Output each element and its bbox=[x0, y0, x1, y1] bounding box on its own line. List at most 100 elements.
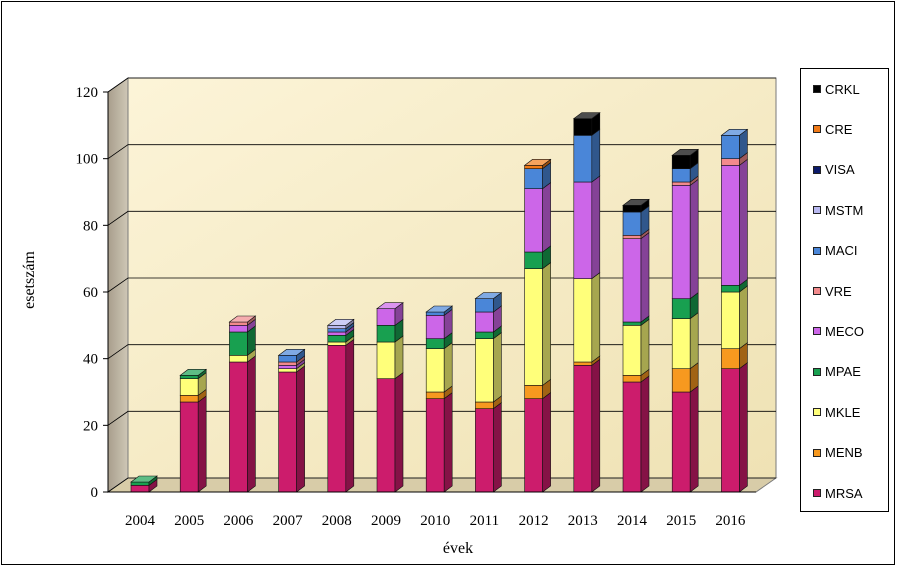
bar-stack-2015 bbox=[671, 148, 700, 493]
legend-item-meco: MECO bbox=[813, 323, 864, 339]
legend-swatch bbox=[813, 246, 821, 255]
legend-label: VRE bbox=[825, 283, 852, 299]
legend-label: CRKL bbox=[825, 81, 860, 97]
bar-stack-2014 bbox=[622, 198, 650, 493]
bar-segment-menb-2015 bbox=[671, 362, 699, 393]
bar-segment-maci-2013 bbox=[573, 128, 601, 183]
bar-segment-mrsa-2016 bbox=[721, 362, 748, 493]
bar-stack-2010 bbox=[425, 305, 454, 493]
x-tick-label: 2007 bbox=[273, 513, 304, 529]
legend-swatch bbox=[813, 448, 821, 457]
bar-segment-maci-2007 bbox=[277, 348, 306, 363]
bar-segment-mstm-2008 bbox=[326, 318, 355, 330]
y-tick-label: 80 bbox=[83, 218, 98, 234]
bar-segment-meco-2014 bbox=[622, 232, 650, 323]
legend-item-maci: MACI bbox=[813, 243, 858, 259]
legend-label: MSTM bbox=[825, 202, 864, 218]
x-tick-label: 2004 bbox=[125, 513, 156, 529]
bar-stack-2013 bbox=[572, 112, 601, 493]
bar-segment-vre-2006 bbox=[228, 315, 257, 326]
bar-segment-mkle-2009 bbox=[376, 335, 404, 380]
bar-segment-mrsa-2015 bbox=[671, 385, 699, 493]
legend-swatch bbox=[813, 85, 821, 93]
bar-segment-mrsa-2010 bbox=[425, 392, 453, 493]
bar-segment-maci-2016 bbox=[720, 128, 749, 160]
x-tick-label: 2009 bbox=[371, 513, 401, 529]
bar-segment-meco-2013 bbox=[573, 175, 601, 280]
bar-segment-meco-2016 bbox=[721, 158, 748, 286]
bar-segment-menb-2016 bbox=[721, 342, 748, 370]
y-tick-label: 0 bbox=[91, 485, 99, 501]
legend-label: CRE bbox=[825, 121, 853, 137]
legend-item-mstm: MSTM bbox=[813, 202, 863, 218]
bar-segment-mrsa-2009 bbox=[376, 372, 404, 493]
legend-item-menb: MENB bbox=[813, 445, 863, 461]
bar-segment-mpae-2004 bbox=[130, 475, 158, 486]
y-tick-label: 20 bbox=[83, 418, 98, 434]
bar-segment-mkle-2013 bbox=[573, 272, 601, 363]
legend-swatch bbox=[813, 125, 821, 134]
gridline bbox=[107, 77, 776, 93]
x-axis-title: évek bbox=[443, 540, 473, 557]
legend-swatch bbox=[813, 206, 821, 215]
legend-item-visa: VISA bbox=[813, 162, 855, 178]
bar-stack-2008 bbox=[326, 318, 355, 493]
gridline bbox=[107, 210, 776, 226]
x-tick-label: 2013 bbox=[568, 513, 598, 529]
x-tick-label: 2005 bbox=[174, 513, 204, 529]
bar-segment-maci-2012 bbox=[524, 162, 551, 190]
legend-swatch bbox=[813, 165, 821, 174]
legend-item-crkl: CRKL bbox=[813, 81, 860, 97]
bars bbox=[130, 112, 749, 493]
legend-label: MECO bbox=[825, 323, 864, 339]
bar-stack-2012 bbox=[523, 158, 552, 493]
bar-segment-meco-2009 bbox=[376, 302, 404, 326]
x-tick-label: 2016 bbox=[715, 513, 746, 529]
bar-segment-mrsa-2007 bbox=[278, 365, 305, 493]
bar-segment-mkle-2012 bbox=[524, 262, 551, 386]
gridline bbox=[107, 344, 776, 359]
bar-segment-mpae-2015 bbox=[671, 292, 699, 320]
bar-segment-mkle-2011 bbox=[475, 332, 502, 403]
legend-item-mrsa: MRSA bbox=[813, 485, 863, 501]
x-tick-label: 2006 bbox=[223, 513, 254, 529]
bar-segment-meco-2012 bbox=[524, 182, 551, 253]
bar-segment-mrsa-2005 bbox=[179, 395, 207, 493]
legend-item-vre: VRE bbox=[813, 283, 852, 299]
bar-segment-mkle-2015 bbox=[671, 312, 699, 370]
x-tick-label: 2015 bbox=[666, 513, 696, 529]
bar-stack-2007 bbox=[277, 348, 306, 493]
bar-segment-crkl-2014 bbox=[622, 198, 650, 213]
bar-segment-mrsa-2006 bbox=[229, 355, 256, 493]
legend-label: MPAE bbox=[825, 364, 861, 380]
legend-label: MACI bbox=[825, 243, 858, 259]
legend-label: MRSA bbox=[825, 485, 863, 501]
legend-item-mpae: MPAE bbox=[813, 364, 861, 380]
y-axis-ticks: 0 20 40 60 80 100 120 bbox=[76, 85, 109, 501]
bar-stack-2016 bbox=[720, 128, 749, 493]
bar-segment-mpae-2012 bbox=[524, 245, 551, 270]
bar-segment-maci-2014 bbox=[622, 205, 650, 236]
x-tick-label: 2011 bbox=[470, 513, 499, 529]
legend-label: MKLE bbox=[825, 404, 861, 420]
bar-segment-meco-2015 bbox=[671, 178, 699, 300]
bar-stack-2005 bbox=[179, 368, 208, 493]
bar-segment-maci-2011 bbox=[474, 292, 503, 313]
x-tick-label: 2008 bbox=[322, 513, 352, 529]
bar-stack-2011 bbox=[474, 292, 503, 493]
y-tick-label: 100 bbox=[76, 152, 99, 168]
bar-segment-mrsa-2012 bbox=[524, 392, 551, 493]
x-axis-ticks: 2004 2005 2006 2007 2008 2009 2010 2011 2012 2013… bbox=[108, 491, 756, 529]
legend-swatch bbox=[813, 327, 821, 336]
gridlines bbox=[107, 77, 776, 493]
bar-segment-mkle-2010 bbox=[425, 342, 453, 393]
bar-segment-mrsa-2011 bbox=[475, 402, 502, 493]
bar-segment-mkle-2014 bbox=[622, 318, 650, 376]
bar-stack-2009 bbox=[376, 302, 404, 493]
x-tick-label: 2014 bbox=[617, 513, 648, 529]
bar-segment-maci-2010 bbox=[425, 305, 454, 316]
gridline bbox=[107, 144, 776, 159]
legend-label: VISA bbox=[825, 162, 855, 178]
legend-swatch bbox=[813, 408, 821, 417]
